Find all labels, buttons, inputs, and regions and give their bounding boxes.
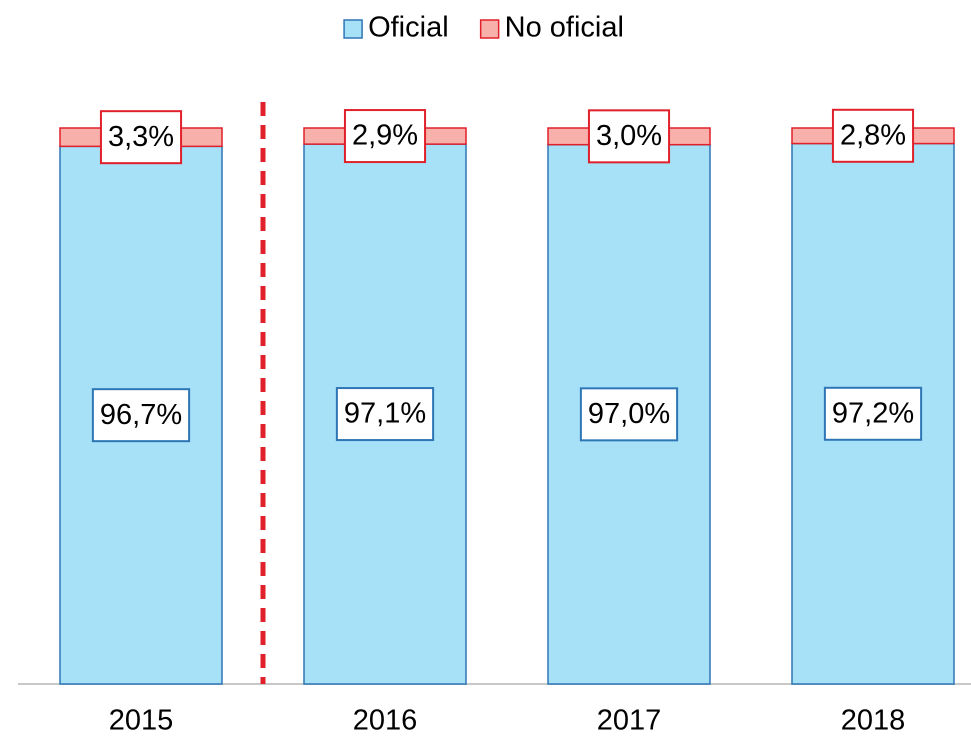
x-tick-label: 2015 <box>109 705 174 737</box>
x-tick-label: 2017 <box>597 705 662 737</box>
x-tick-label: 2016 <box>353 705 418 737</box>
legend-label: Oficial <box>368 12 449 44</box>
x-tick-label: 2018 <box>841 705 906 737</box>
data-label: 97,0% <box>588 398 670 430</box>
data-label: 3,3% <box>108 121 174 153</box>
data-label-box <box>823 386 923 441</box>
data-label: 96,7% <box>100 399 182 431</box>
data-label: 97,2% <box>832 397 914 429</box>
data-label-box <box>343 109 427 164</box>
data-label: 2,8% <box>840 119 906 151</box>
data-label-box <box>579 387 679 442</box>
data-label-box <box>99 110 183 165</box>
data-label: 2,9% <box>352 120 418 152</box>
legend-swatch <box>479 19 500 39</box>
legend-swatch <box>343 19 363 39</box>
data-label: 97,1% <box>344 398 426 430</box>
data-label-box <box>91 388 191 443</box>
data-label: 3,0% <box>596 120 662 152</box>
data-label-box <box>831 108 915 163</box>
legend-label: No oficial <box>505 12 624 44</box>
data-label-box <box>335 387 435 442</box>
data-label-box <box>587 109 671 164</box>
